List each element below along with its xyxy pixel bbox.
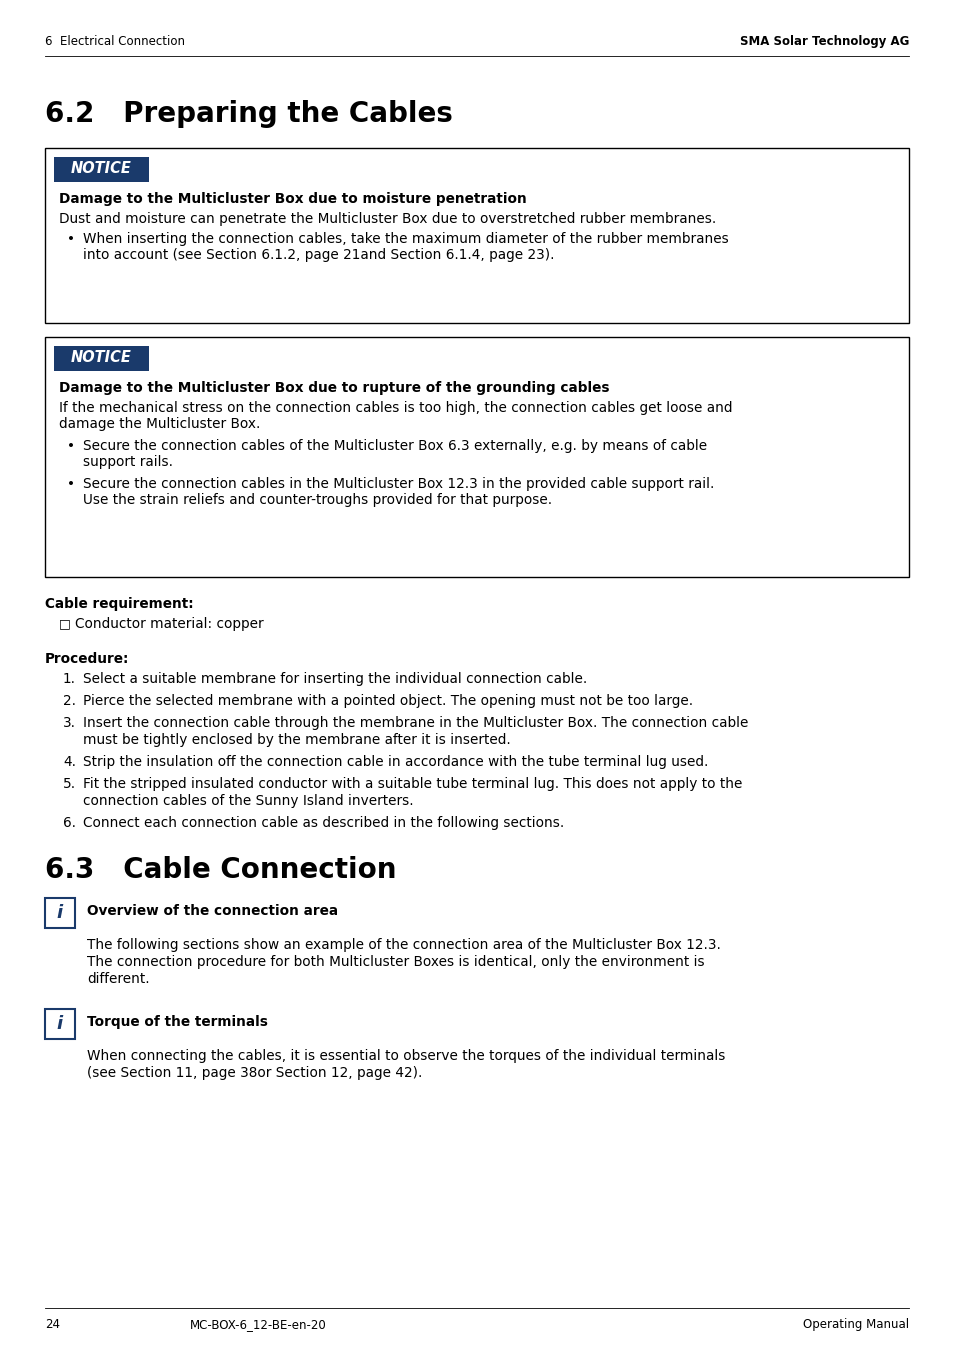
Text: Operating Manual: Operating Manual [802,1318,908,1330]
Text: Overview of the connection area: Overview of the connection area [87,904,337,918]
Text: If the mechanical stress on the connection cables is too high, the connection ca: If the mechanical stress on the connecti… [59,402,732,415]
Text: Damage to the Multicluster Box due to moisture penetration: Damage to the Multicluster Box due to mo… [59,192,526,206]
Text: 6.: 6. [63,817,76,830]
Text: 1.: 1. [63,672,76,685]
Text: must be tightly enclosed by the membrane after it is inserted.: must be tightly enclosed by the membrane… [83,733,510,748]
Text: □: □ [59,617,71,630]
Text: Secure the connection cables of the Multicluster Box 6.3 externally, e.g. by mea: Secure the connection cables of the Mult… [83,439,706,453]
Text: Select a suitable membrane for inserting the individual connection cable.: Select a suitable membrane for inserting… [83,672,587,685]
Text: •: • [67,233,75,246]
FancyBboxPatch shape [45,898,75,927]
Text: 3.: 3. [63,717,76,730]
Text: NOTICE: NOTICE [71,161,132,176]
Text: Torque of the terminals: Torque of the terminals [87,1015,268,1029]
Text: Procedure:: Procedure: [45,652,130,667]
FancyBboxPatch shape [54,157,149,183]
Text: support rails.: support rails. [83,456,172,469]
Text: The following sections show an example of the connection area of the Multicluste: The following sections show an example o… [87,938,720,952]
Text: i: i [57,904,63,922]
Text: Secure the connection cables in the Multicluster Box 12.3 in the provided cable : Secure the connection cables in the Mult… [83,477,714,491]
Text: When inserting the connection cables, take the maximum diameter of the rubber me: When inserting the connection cables, ta… [83,233,728,246]
Text: i: i [57,1015,63,1033]
FancyBboxPatch shape [45,1009,75,1038]
Text: 6.2   Preparing the Cables: 6.2 Preparing the Cables [45,100,453,128]
Text: connection cables of the Sunny Island inverters.: connection cables of the Sunny Island in… [83,794,414,808]
Text: •: • [67,439,75,453]
Text: Insert the connection cable through the membrane in the Multicluster Box. The co: Insert the connection cable through the … [83,717,747,730]
FancyBboxPatch shape [45,147,908,323]
Text: different.: different. [87,972,150,986]
Text: Dust and moisture can penetrate the Multicluster Box due to overstretched rubber: Dust and moisture can penetrate the Mult… [59,212,716,226]
Text: •: • [67,477,75,491]
Text: Use the strain reliefs and counter-troughs provided for that purpose.: Use the strain reliefs and counter-troug… [83,493,552,507]
Text: Conductor material: copper: Conductor material: copper [75,617,263,631]
Text: 6.3   Cable Connection: 6.3 Cable Connection [45,856,396,884]
FancyBboxPatch shape [54,346,149,370]
Text: Fit the stripped insulated conductor with a suitable tube terminal lug. This doe: Fit the stripped insulated conductor wit… [83,777,741,791]
FancyBboxPatch shape [45,337,908,577]
Text: Strip the insulation off the connection cable in accordance with the tube termin: Strip the insulation off the connection … [83,754,708,769]
Text: 4.: 4. [63,754,76,769]
Text: 6  Electrical Connection: 6 Electrical Connection [45,35,185,49]
Text: NOTICE: NOTICE [71,350,132,365]
Text: 24: 24 [45,1318,60,1330]
Text: Damage to the Multicluster Box due to rupture of the grounding cables: Damage to the Multicluster Box due to ru… [59,381,609,395]
Text: 2.: 2. [63,694,76,708]
Text: Cable requirement:: Cable requirement: [45,598,193,611]
Text: (see Section 11, page 38or Section 12, page 42).: (see Section 11, page 38or Section 12, p… [87,1065,422,1080]
Text: Pierce the selected membrane with a pointed object. The opening must not be too : Pierce the selected membrane with a poin… [83,694,693,708]
Text: The connection procedure for both Multicluster Boxes is identical, only the envi: The connection procedure for both Multic… [87,955,704,969]
Text: into account (see Section 6.1.2, page 21and Section 6.1.4, page 23).: into account (see Section 6.1.2, page 21… [83,247,554,262]
Text: damage the Multicluster Box.: damage the Multicluster Box. [59,416,260,431]
Text: SMA Solar Technology AG: SMA Solar Technology AG [739,35,908,49]
Text: MC-BOX-6_12-BE-en-20: MC-BOX-6_12-BE-en-20 [190,1318,327,1330]
Text: 5.: 5. [63,777,76,791]
Text: Connect each connection cable as described in the following sections.: Connect each connection cable as describ… [83,817,563,830]
Text: When connecting the cables, it is essential to observe the torques of the indivi: When connecting the cables, it is essent… [87,1049,724,1063]
